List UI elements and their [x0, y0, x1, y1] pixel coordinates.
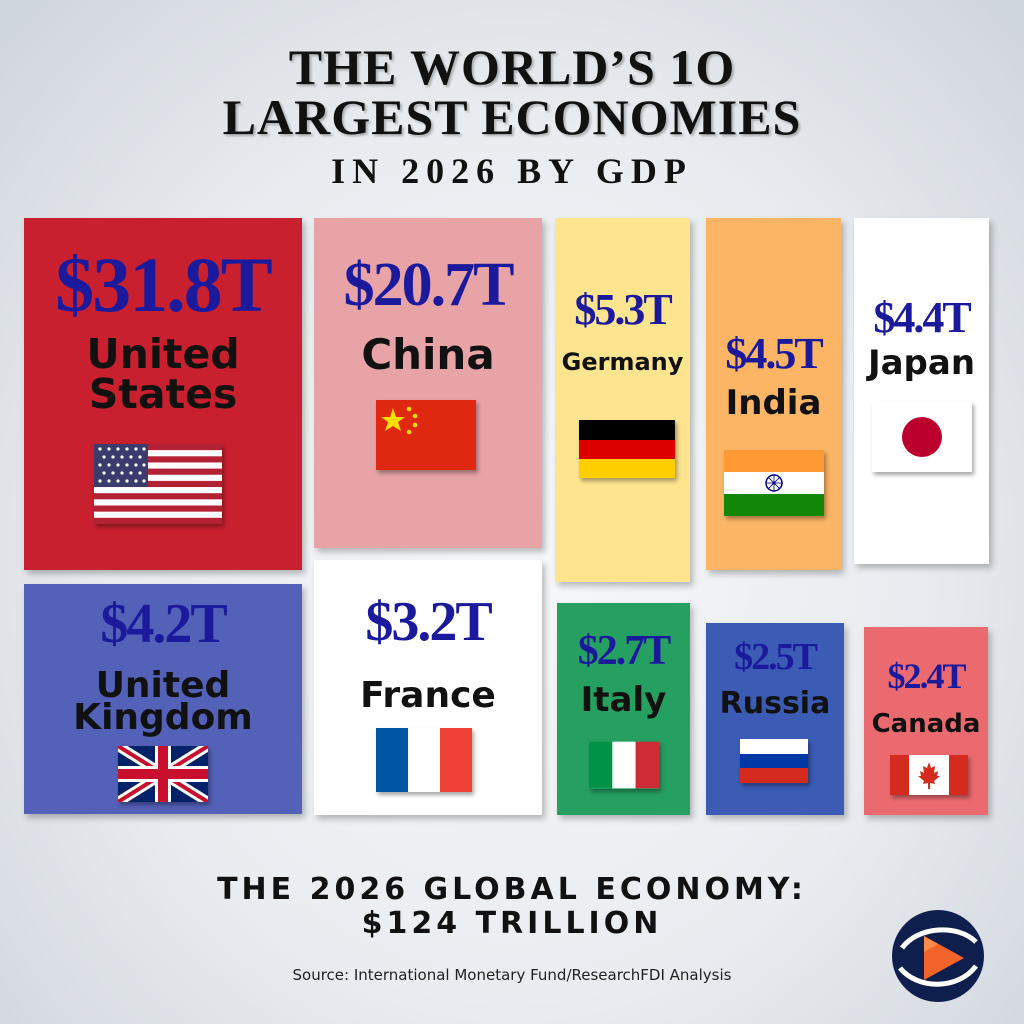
tile-name-line-1: Germany [561, 348, 684, 376]
us-flag-icon [94, 444, 222, 524]
chart-title-line-2: LARGEST ECONOMIES [222, 89, 802, 145]
tile-india: $4.5T India [706, 218, 841, 570]
footer-total-heading: THE 2026 GLOBAL ECONOMY: [217, 872, 807, 907]
tile-china: $20.7T China [314, 218, 542, 548]
tile-name-line-1: India [725, 383, 822, 423]
tile-canada: $2.4T Canada [864, 627, 988, 815]
canada-flag-icon [890, 755, 968, 795]
russia-flag-icon [740, 739, 808, 783]
tile-name-line-1: United [86, 330, 240, 378]
chart-subtitle: IN 2026 BY GDP [331, 151, 693, 191]
tile-name-line-1: Japan [867, 343, 976, 383]
china-flag-icon [376, 400, 476, 470]
france-flag-icon [376, 728, 472, 792]
tile-name-line-1: United [95, 665, 231, 706]
source-note: Source: International Monetary Fund/Rese… [292, 966, 732, 984]
germany-flag-icon [579, 420, 675, 478]
tile-value: $20.7T [343, 251, 515, 319]
footer-total-value: $124 TRILLION [361, 906, 663, 941]
uk-flag-icon [118, 746, 208, 802]
tile-russia: $2.5T Russia [706, 623, 844, 815]
tile-value: $3.2T [365, 591, 492, 653]
tile-united-kingdom: $4.2T United Kingdom [24, 584, 302, 814]
tile-name-line-1: Italy [580, 680, 667, 720]
tile-france: $3.2T France [314, 560, 542, 815]
tile-value: $4.5T [725, 329, 823, 378]
tile-name-line-1: France [360, 675, 496, 716]
tile-name-line-1: Russia [719, 686, 831, 721]
tile-value: $2.4T [887, 656, 966, 696]
tile-germany: $5.3T Germany [555, 218, 690, 582]
tile-italy: $2.7T Italy [557, 603, 690, 815]
tile-value: $2.7T [577, 628, 672, 674]
italy-flag-icon [589, 741, 659, 789]
tile-name-line-1: Canada [871, 709, 981, 739]
chart-title-line-1: THE WORLD’S 1O [288, 39, 736, 95]
japan-flag-icon [872, 402, 972, 472]
tile-name-line-2: States [88, 370, 238, 418]
tile-japan: $4.4T Japan [854, 218, 989, 564]
tile-name-line-2: Kingdom [73, 697, 253, 738]
tile-value: $4.4T [873, 293, 971, 342]
india-flag-icon [724, 450, 824, 516]
tile-value: $2.5T [734, 636, 818, 678]
tile-value: $31.8T [55, 241, 273, 328]
play-globe-icon [892, 910, 984, 1002]
tile-united-states: $31.8T United States [24, 218, 302, 570]
tile-value: $5.3T [574, 285, 672, 334]
tile-name-line-1: China [361, 330, 495, 379]
tile-value: $4.2T [100, 593, 227, 655]
